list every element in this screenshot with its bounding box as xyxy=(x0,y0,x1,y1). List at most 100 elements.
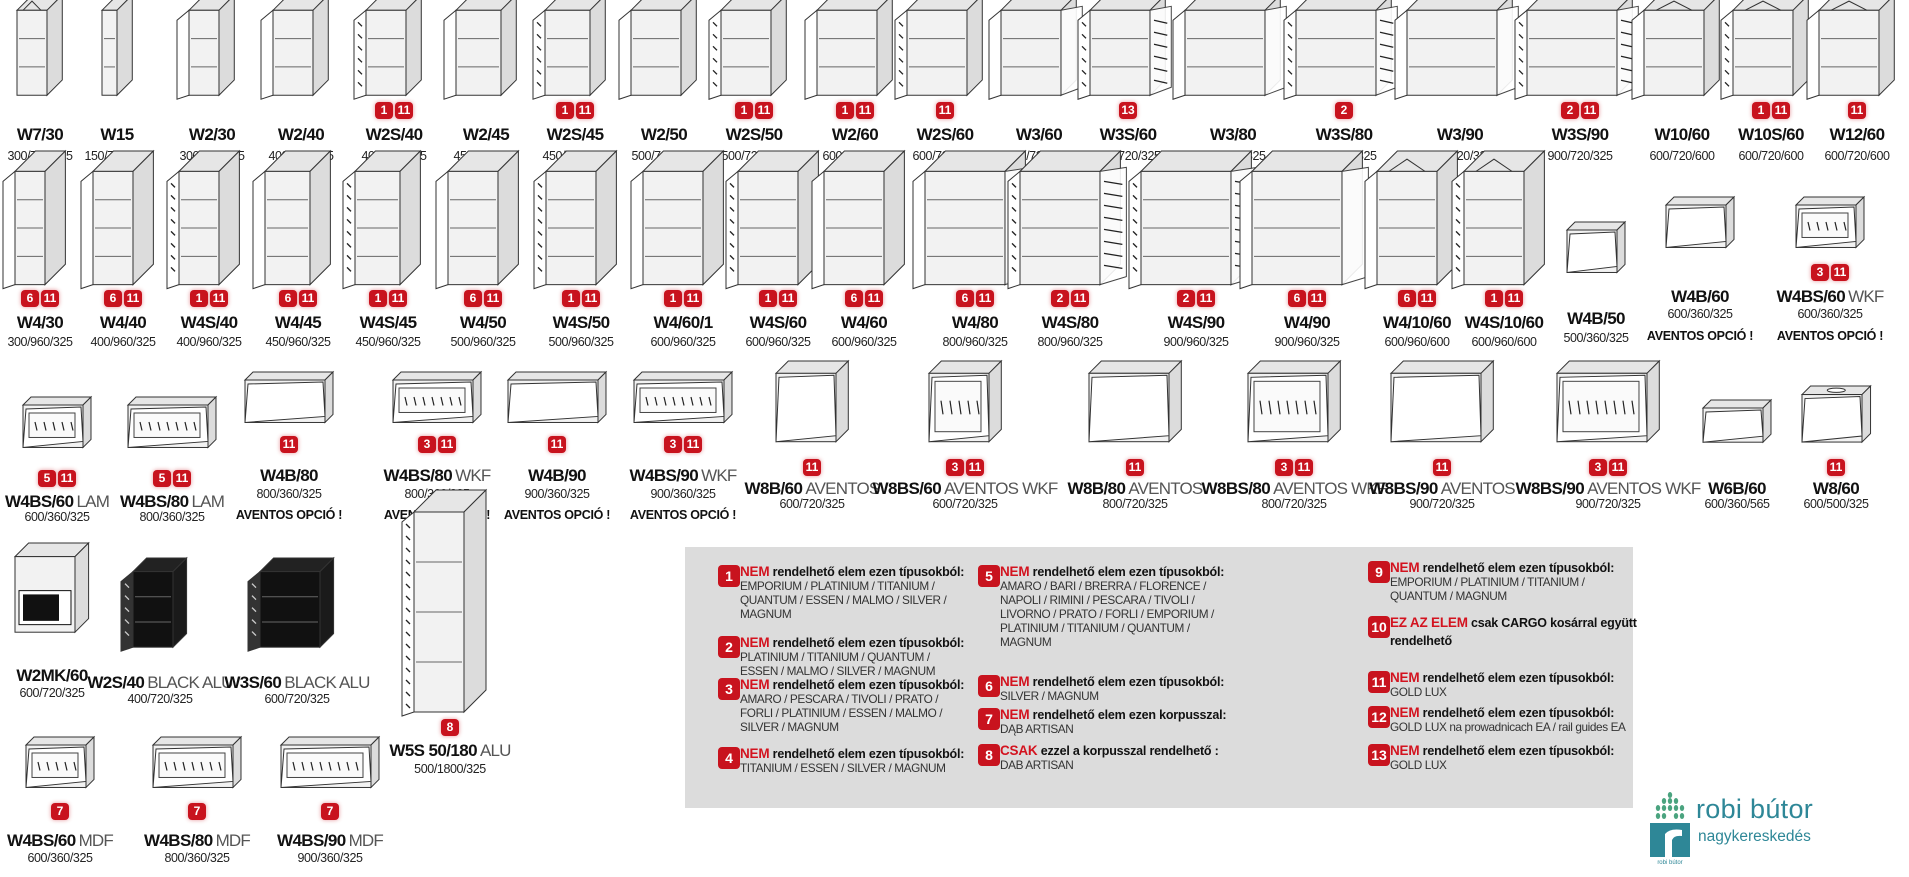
cabinet-dimensions: 600/720/325 xyxy=(932,497,998,511)
cabinet-code-text: W4/45 xyxy=(274,313,322,332)
cabinet-code-text: W4/90 xyxy=(1283,313,1331,332)
cabinet-code-text: W4/80 xyxy=(951,313,999,332)
cabinet-code: W4B/80 xyxy=(260,466,318,486)
cabinet-code: W4/80 xyxy=(951,313,999,333)
restriction-badge: 2 xyxy=(1051,290,1069,307)
glass-flap-cabinet-icon xyxy=(151,735,243,789)
cabinet-code: W4BS/80 LAM xyxy=(120,492,225,512)
note-line: MAGNUM xyxy=(1000,635,1052,649)
restriction-badge: 11 xyxy=(438,436,456,453)
flap-cabinet-icon xyxy=(1664,195,1736,249)
glass-door-cabinet-icon xyxy=(342,150,422,290)
note-number-badge: 4 xyxy=(718,747,740,769)
cabinet-dimensions: 900/720/325 xyxy=(1409,497,1475,511)
cabinet-code: W10S/60 xyxy=(1738,125,1804,145)
cabinet-code-text: W2/40 xyxy=(277,125,325,144)
cabinet-dimensions: 400/960/325 xyxy=(90,335,156,349)
cabinet-code-text: W15 xyxy=(100,125,134,144)
restriction-badges: 13 xyxy=(1119,102,1137,119)
restriction-badge: 11 xyxy=(1848,102,1866,119)
restriction-badge: 11 xyxy=(684,436,702,453)
cabinet-code: W3S/60 BLACK ALU xyxy=(224,673,370,693)
lift-flap-cabinet-icon xyxy=(774,360,850,444)
cabinet-code: W2S/45 xyxy=(547,125,604,145)
cabinet-code: W4B/50 xyxy=(1567,309,1625,329)
restriction-badge: 11 xyxy=(966,459,984,476)
cabinet-code: W2MK/60 xyxy=(16,666,88,686)
note-heading: EZ AZ ELEM csak CARGO kosárral együtt xyxy=(1390,615,1637,630)
cabinet-code: W15 xyxy=(100,125,134,145)
glass-flap-cabinet-icon xyxy=(126,395,218,449)
restriction-badge: 7 xyxy=(51,803,69,820)
cabinet-dimensions: 400/720/325 xyxy=(127,692,193,706)
cabinet-code-text: W4B/90 xyxy=(528,466,586,485)
restriction-badge: 11 xyxy=(755,102,773,119)
cabinet-code: W8BS/60 AVENTOS WKF xyxy=(873,479,1059,499)
restriction-badge: 11 xyxy=(576,102,594,119)
cabinet-code-text: W2/45 xyxy=(462,125,510,144)
restriction-badge: 11 xyxy=(856,102,874,119)
note-number-badge: 1 xyxy=(718,565,740,587)
cabinet-code: W2/45 xyxy=(462,125,510,145)
cabinet-dimensions: 900/720/325 xyxy=(1547,149,1613,163)
restriction-badge: 11 xyxy=(124,290,142,307)
aventos-option-note: AVENTOS OPCIÓ ! xyxy=(503,508,611,522)
cabinet-dimensions: 500/1800/325 xyxy=(414,762,486,776)
double-door-cabinet-icon xyxy=(1394,0,1520,100)
cabinet-code-text: W2/50 xyxy=(640,125,688,144)
cabinet-variant: WKF xyxy=(1848,287,1884,306)
glass-flap-cabinet-icon xyxy=(1794,195,1866,249)
restriction-badge: 3 xyxy=(1811,264,1829,281)
flap-cabinet-icon xyxy=(243,370,335,424)
cabinet-variant: MDF xyxy=(348,831,384,850)
cabinet-code-text: W4S/45 xyxy=(359,313,417,332)
svg-text:robi bútor: robi bútor xyxy=(1657,860,1682,865)
glass-door-cabinet-icon xyxy=(725,150,820,290)
cabinet-code-text: W4S/60 xyxy=(749,313,807,332)
note-highlight: NEM xyxy=(1390,670,1420,685)
note-heading: NEM rendelhető elem ezen típusokból: xyxy=(1390,705,1626,720)
note-number-badge: 2 xyxy=(718,636,740,658)
restriction-badges: 11 xyxy=(1433,459,1451,476)
cabinet-code-text: W4B/50 xyxy=(1567,309,1625,328)
restriction-badge: 1 xyxy=(190,290,208,307)
restriction-badge: 3 xyxy=(1589,459,1607,476)
cabinet-code: W6B/60 xyxy=(1708,479,1766,499)
lift-flap-cabinet-icon xyxy=(1087,360,1183,444)
note-highlight: NEM xyxy=(1390,705,1420,720)
glass-flap-cabinet-icon xyxy=(632,370,734,424)
cabinet-dimensions: 800/360/325 xyxy=(256,487,322,501)
cabinet-code-text: W4S/50 xyxy=(552,313,610,332)
cabinet-code-text: W10S/60 xyxy=(1738,125,1804,144)
cabinet-dimensions: 450/960/325 xyxy=(355,335,421,349)
tall-glass-cabinet-icon xyxy=(401,488,488,717)
restriction-badges: 3 11 xyxy=(418,436,456,453)
restriction-badge: 1 xyxy=(1485,290,1503,307)
cabinet-variant: AVENTOS WKF xyxy=(1587,479,1701,498)
note-line: SILVER / MAGNUM xyxy=(740,720,839,734)
cabinet-code: W4/60 xyxy=(841,313,888,333)
cabinet-variant: MDF xyxy=(78,831,114,850)
restriction-badge: 11 xyxy=(395,102,413,119)
cabinet-code: W4BS/60 WKF xyxy=(1777,287,1885,307)
restriction-badges: 2 11 xyxy=(1051,290,1089,307)
cabinet-dimensions: 600/960/325 xyxy=(650,335,716,349)
note-number-badge: 12 xyxy=(1368,706,1390,728)
note-number-badge: 13 xyxy=(1368,744,1390,766)
cabinet-code-text: W3/90 xyxy=(1436,125,1484,144)
restriction-badge: 8 xyxy=(441,719,459,736)
restriction-badges: 6 11 xyxy=(464,290,502,307)
cabinet-code: W2/30 xyxy=(188,125,236,145)
cabinet-code-text: W2/30 xyxy=(188,125,236,144)
cabinet-code-text: W2S/50 xyxy=(725,125,783,144)
cabinet-code: W3S/90 xyxy=(1552,125,1609,145)
glass-door-cabinet-icon xyxy=(708,0,788,100)
note-heading-text: rendelhető elem ezen típusokból: xyxy=(769,636,965,650)
cabinet-code-text: W3S/80 xyxy=(1315,125,1373,144)
restriction-badge: 7 xyxy=(188,803,206,820)
cabinet-code-text: W10/60 xyxy=(1654,125,1711,144)
note-number-badge: 6 xyxy=(978,675,1000,697)
note-highlight: NEM xyxy=(1390,743,1420,758)
cabinet-dimensions: 600/960/600 xyxy=(1471,335,1537,349)
restriction-badge: 11 xyxy=(389,290,407,307)
